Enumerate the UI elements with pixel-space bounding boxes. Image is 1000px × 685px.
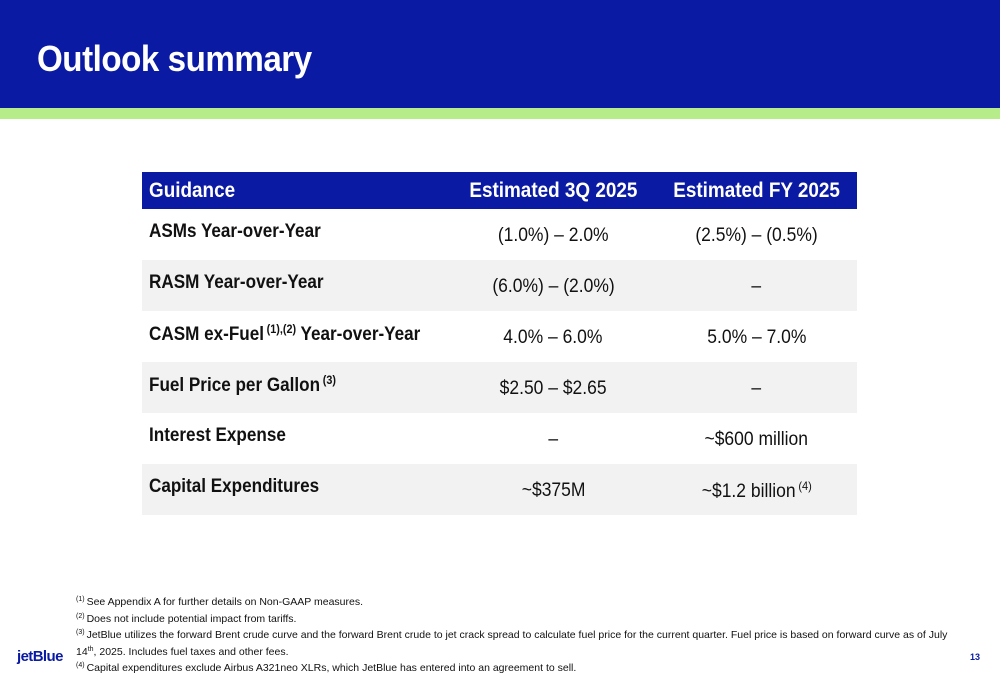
cell-fy-value: 5.0% – 7.0% bbox=[706, 327, 807, 348]
table-row: Fuel Price per Gallon (3) $2.50 – $2.65 – bbox=[142, 362, 857, 413]
table-row: Capital Expenditures ~$375M ~$1.2 billio… bbox=[142, 464, 857, 515]
page-title: Outlook summary bbox=[37, 38, 312, 79]
row-label: Capital Expenditures bbox=[142, 464, 451, 515]
cell-fy-value: – bbox=[656, 362, 857, 413]
row-label: Fuel Price per Gallon (3) bbox=[142, 362, 451, 413]
footnote-1: (1) See Appendix A for further details on… bbox=[76, 596, 364, 608]
row-label: Interest Expense bbox=[149, 425, 286, 446]
cell-3q-value: 4.0% – 6.0% bbox=[503, 327, 603, 348]
cell-3q-value: (6.0%) – (2.0%) bbox=[450, 260, 657, 311]
cell-fy-value: ~$1.2 billion (4) bbox=[656, 464, 857, 515]
table-row: ASMs Year-over-Year (1.0%) – 2.0% (2.5%)… bbox=[142, 209, 857, 260]
cell-fy-value: – bbox=[656, 260, 857, 311]
header-band: Outlook summary bbox=[0, 0, 1000, 108]
cell-fy-value: ~$600 million bbox=[704, 429, 809, 450]
table-row: RASM Year-over-Year (6.0%) – (2.0%) – bbox=[142, 260, 857, 311]
footnotes: (1) See Appendix A for further details on… bbox=[76, 593, 966, 676]
column-header-3q-2025: Estimated 3Q 2025 bbox=[450, 172, 657, 209]
table-row: Interest Expense – ~$600 million bbox=[142, 413, 857, 464]
page-number: 13 bbox=[970, 652, 981, 662]
cell-3q-value: $2.50 – $2.65 bbox=[450, 362, 657, 413]
footnote-4: (4) Capital expenditures exclude Airbus A… bbox=[76, 662, 577, 675]
cell-3q-value: – bbox=[548, 429, 559, 450]
table-row: CASM ex-Fuel (1),(2) Year-over-Year 4.0% … bbox=[142, 311, 857, 362]
column-header-guidance: Guidance bbox=[142, 172, 451, 209]
accent-stripe bbox=[0, 108, 1000, 119]
row-label: ASMs Year-over-Year bbox=[149, 221, 321, 242]
cell-3q-value: ~$375M bbox=[450, 464, 657, 515]
cell-fy-value: (2.5%) – (0.5%) bbox=[695, 225, 818, 246]
jetblue-logo: jetBlue bbox=[17, 648, 63, 665]
footnote-2: (2) Does not include potential impact fro… bbox=[76, 612, 297, 625]
guidance-table: Guidance Estimated 3Q 2025 Estimated FY … bbox=[142, 172, 857, 515]
row-label: CASM ex-Fuel (1),(2) Year-over-Year bbox=[149, 322, 421, 345]
table-header-row: Guidance Estimated 3Q 2025 Estimated FY … bbox=[142, 172, 857, 209]
cell-3q-value: (1.0%) – 2.0% bbox=[497, 225, 609, 246]
column-header-fy-2025: Estimated FY 2025 bbox=[656, 172, 857, 209]
footnote-ref: (3) bbox=[322, 373, 336, 387]
footnote-ref: (4) bbox=[798, 479, 812, 493]
row-label: RASM Year-over-Year bbox=[142, 260, 451, 311]
footnote-3: (3) JetBlue utilizes the forward Brent cr… bbox=[76, 629, 948, 658]
footnote-ref: (1),(2) bbox=[266, 322, 297, 336]
